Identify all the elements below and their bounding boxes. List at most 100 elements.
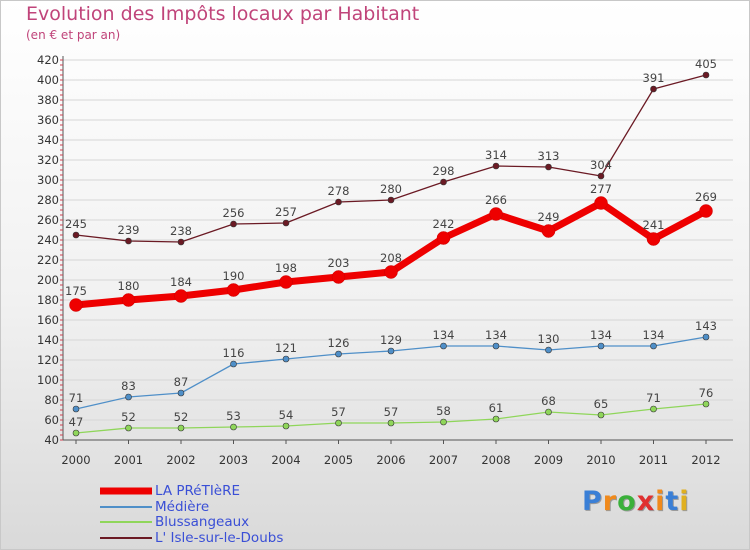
y-tick-label: 100 — [37, 373, 59, 387]
data-point — [545, 408, 552, 416]
data-label: 57 — [384, 405, 399, 419]
data-point — [650, 405, 657, 413]
data-label: 134 — [590, 328, 612, 342]
x-tick-label: 2000 — [61, 453, 90, 467]
y-tick-label: 40 — [44, 433, 59, 447]
data-point — [650, 342, 657, 350]
x-tick-label: 2012 — [691, 453, 720, 467]
data-label: 65 — [594, 397, 609, 411]
legend-item: LA PRéTIèRE — [100, 483, 400, 499]
data-point — [384, 265, 398, 279]
data-label: 391 — [643, 71, 665, 85]
logo-letter: x — [636, 486, 656, 517]
data-point — [489, 207, 503, 221]
data-label: 190 — [223, 269, 245, 283]
legend-label: L' Isle-sur-le-Doubs — [155, 529, 284, 546]
data-point — [597, 172, 605, 180]
data-point — [331, 270, 346, 284]
data-label: 52 — [174, 410, 189, 424]
data-label: 280 — [380, 182, 402, 196]
y-tick-label: 60 — [44, 413, 59, 427]
data-point — [492, 162, 500, 170]
data-label: 304 — [590, 158, 612, 172]
data-point — [492, 415, 500, 423]
chart-subtitle: (en € et par an) — [26, 28, 121, 42]
data-point — [125, 237, 132, 245]
x-tick-label: 2008 — [481, 453, 510, 467]
y-tick-label: 200 — [37, 273, 59, 287]
data-label: 249 — [538, 210, 560, 224]
data-point — [440, 178, 447, 186]
data-point — [282, 219, 290, 227]
data-label: 134 — [433, 328, 455, 342]
data-label: 71 — [646, 391, 661, 405]
legend-swatch — [100, 521, 152, 523]
logo-letter: i — [655, 486, 666, 517]
data-point — [387, 196, 395, 204]
data-point — [699, 204, 713, 218]
legend-item: L' Isle-sur-le-Doubs — [100, 530, 400, 546]
data-label: 134 — [485, 328, 507, 342]
data-point — [492, 342, 500, 350]
y-tick-label: 140 — [37, 333, 59, 347]
data-point — [646, 232, 661, 246]
logo-letter: r — [602, 486, 618, 517]
data-label: 68 — [541, 394, 556, 408]
data-label: 245 — [65, 217, 87, 231]
data-label: 198 — [275, 261, 297, 275]
data-point — [230, 423, 237, 431]
legend-swatch — [100, 487, 152, 495]
data-label: 126 — [328, 336, 350, 350]
x-tick-label: 2005 — [324, 453, 353, 467]
legend-item: Blussangeaux — [100, 514, 400, 530]
y-tick-label: 180 — [37, 293, 59, 307]
data-label: 61 — [489, 401, 504, 415]
data-label: 277 — [590, 182, 612, 196]
data-point — [282, 422, 290, 430]
data-point — [545, 346, 552, 354]
data-point — [177, 238, 185, 246]
data-point — [387, 419, 395, 427]
data-label: 313 — [538, 149, 560, 163]
y-tick-label: 320 — [37, 153, 59, 167]
data-point — [125, 393, 132, 401]
legend-swatch — [100, 505, 152, 508]
x-tick-label: 2011 — [639, 453, 668, 467]
y-tick-label: 120 — [37, 353, 59, 367]
data-point — [174, 289, 188, 303]
y-tick-label: 160 — [37, 313, 59, 327]
logo-letter: P — [582, 486, 603, 517]
y-tick-label: 260 — [37, 213, 59, 227]
data-point — [440, 342, 447, 350]
x-tick-label: 2003 — [219, 453, 248, 467]
data-label: 241 — [643, 218, 665, 232]
data-label: 47 — [69, 415, 84, 429]
data-label: 208 — [380, 251, 402, 265]
data-point — [335, 350, 342, 358]
data-point — [282, 355, 290, 363]
legend-swatch — [100, 536, 152, 539]
data-point — [387, 347, 395, 355]
data-point — [436, 231, 451, 245]
y-tick-label: 340 — [37, 133, 59, 147]
data-label: 180 — [118, 279, 140, 293]
data-label: 71 — [69, 391, 84, 405]
legend-item: Médière — [100, 499, 400, 515]
data-point — [594, 196, 608, 210]
data-point — [335, 419, 342, 427]
data-point — [121, 293, 136, 307]
data-label: 116 — [223, 346, 245, 360]
x-tick-label: 2001 — [114, 453, 143, 467]
data-label: 242 — [433, 217, 455, 231]
data-point — [702, 71, 710, 79]
x-tick-label: 2009 — [534, 453, 563, 467]
data-label: 143 — [695, 319, 717, 333]
data-point — [230, 360, 237, 368]
y-tick-label: 400 — [37, 73, 59, 87]
data-label: 76 — [699, 386, 714, 400]
data-label: 184 — [170, 275, 192, 289]
data-point — [72, 231, 80, 239]
data-point — [702, 333, 710, 341]
data-point — [72, 429, 80, 437]
x-tick-label: 2004 — [271, 453, 300, 467]
